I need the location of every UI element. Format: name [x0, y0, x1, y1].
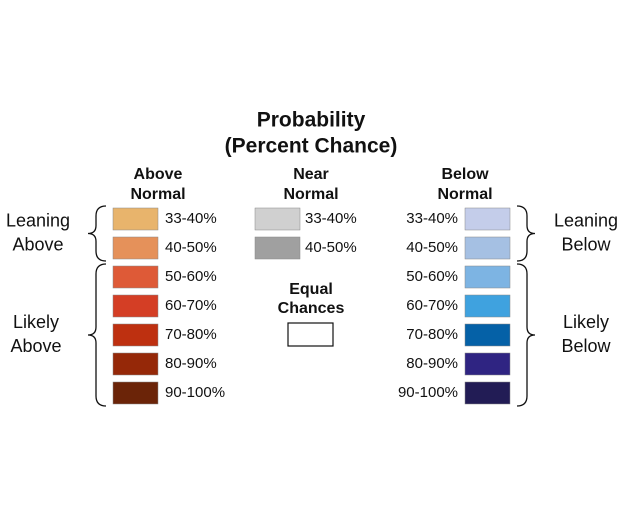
swatch — [464, 236, 511, 260]
swatch-label: 33-40% — [305, 210, 357, 227]
group-brace — [87, 263, 107, 407]
swatch-label: 50-60% — [406, 268, 458, 285]
title: (Percent Chance) — [225, 135, 398, 158]
swatch — [112, 236, 159, 260]
swatch-label: 90-100% — [398, 384, 458, 401]
group-label: Below — [561, 234, 611, 254]
equal-chances-label: Equal — [289, 281, 333, 298]
column-header: Normal — [130, 186, 185, 203]
swatch — [464, 265, 511, 289]
group-label: Above — [10, 336, 61, 356]
group-label: Leaning — [554, 210, 618, 230]
swatch-label: 40-50% — [305, 239, 357, 256]
column-header: Above — [134, 166, 183, 183]
group-label: Below — [561, 336, 611, 356]
title: Probability — [257, 109, 366, 132]
swatch — [464, 352, 511, 376]
group-label: Likely — [563, 312, 609, 332]
swatch-label: 90-100% — [165, 384, 225, 401]
swatch-label: 70-80% — [406, 326, 458, 343]
column-header: Near — [293, 166, 329, 183]
swatch-label: 70-80% — [165, 326, 217, 343]
swatch — [464, 207, 511, 231]
swatch-label: 80-90% — [165, 355, 217, 372]
swatch — [464, 294, 511, 318]
equal-chances-label: Chances — [278, 300, 345, 317]
equal-chances-swatch — [287, 322, 334, 347]
group-brace — [516, 263, 536, 407]
swatch-label: 60-70% — [406, 297, 458, 314]
swatch-label: 50-60% — [165, 268, 217, 285]
swatch — [112, 294, 159, 318]
swatch — [464, 323, 511, 347]
swatch — [112, 323, 159, 347]
swatch — [112, 207, 159, 231]
column-header: Normal — [283, 186, 338, 203]
swatch — [254, 236, 301, 260]
group-label: Above — [12, 234, 63, 254]
swatch-label: 33-40% — [165, 210, 217, 227]
group-brace — [87, 205, 107, 262]
swatch — [464, 381, 511, 405]
swatch — [112, 381, 159, 405]
column-header: Normal — [437, 186, 492, 203]
swatch-label: 40-50% — [165, 239, 217, 256]
swatch-label: 33-40% — [406, 210, 458, 227]
swatch — [112, 265, 159, 289]
group-brace — [516, 205, 536, 262]
group-label: Likely — [13, 312, 59, 332]
swatch-label: 80-90% — [406, 355, 458, 372]
swatch — [112, 352, 159, 376]
group-label: Leaning — [6, 210, 70, 230]
column-header: Below — [441, 166, 489, 183]
swatch — [254, 207, 301, 231]
swatch-label: 60-70% — [165, 297, 217, 314]
swatch-label: 40-50% — [406, 239, 458, 256]
